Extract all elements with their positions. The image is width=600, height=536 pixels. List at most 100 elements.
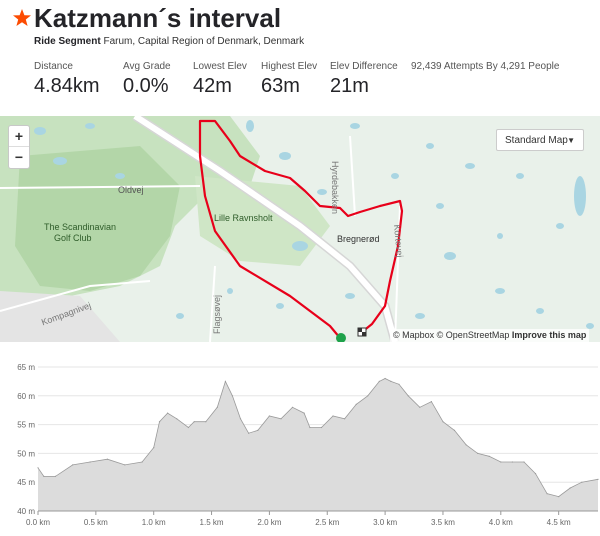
elevation-point [453, 429, 456, 431]
y-tick-label: 50 m [17, 449, 35, 458]
elevation-point [344, 418, 346, 420]
segment-location: Farum, Capital Region of Denmark, Denmar… [103, 36, 305, 47]
elevation-point [523, 461, 525, 463]
map-label-road: Oldvej [118, 185, 144, 195]
elevation-point [280, 418, 282, 420]
zoom-in-button[interactable]: + [14, 128, 24, 144]
elevation-point [569, 487, 571, 489]
map-label-place: Lille Ravnsholt [214, 213, 273, 223]
stat-avg-grade: Avg Grade 0.0% [123, 61, 171, 98]
segment-title: Katzmann´s interval [34, 3, 282, 33]
golf-course-area [15, 146, 180, 291]
elevation-point [384, 377, 386, 380]
elevation-point [419, 406, 421, 408]
main-road [133, 116, 398, 342]
elevation-point [597, 478, 599, 480]
water-bodies [34, 120, 594, 329]
x-tick-label: 4.0 km [489, 518, 513, 527]
elevation-point [320, 426, 323, 429]
x-tick-label: 2.5 km [315, 518, 339, 527]
elevation-point [309, 426, 311, 429]
elevation-point [37, 467, 39, 469]
stat-value: 21m [330, 75, 369, 97]
elevation-point [390, 380, 392, 382]
elevation-point [153, 447, 155, 449]
elevation-point [303, 412, 305, 414]
elevation-point [367, 395, 369, 397]
elevation-point [167, 412, 169, 414]
elevation-point [224, 380, 226, 382]
osm-attribution-link[interactable]: © OpenStreetMap [436, 330, 510, 340]
finish-flag-icon [357, 327, 367, 337]
elevation-point [193, 421, 195, 423]
map-style-select[interactable]: Standard Map ▼ [496, 129, 584, 151]
stat-label: Lowest Elev [193, 61, 247, 72]
elevation-point [216, 406, 218, 408]
x-tick-label: 4.5 km [547, 518, 571, 527]
elevation-point [378, 380, 380, 382]
mapbox-attribution-link[interactable]: © Mapbox [393, 330, 435, 340]
map-label-place: Bregnerød [337, 234, 380, 244]
elevation-point [355, 403, 357, 405]
map-label-road: Hyrdebakken [330, 161, 340, 215]
segment-subtitle: Ride Segment Farum, Capital Region of De… [34, 36, 304, 47]
elevation-point [332, 415, 334, 417]
start-marker-icon [336, 333, 346, 342]
stat-value: 0.0% [123, 75, 169, 97]
y-tick-label: 55 m [17, 421, 35, 430]
stat-label: Distance [34, 61, 73, 72]
stat-label: Elev Difference [330, 61, 398, 72]
attempts-count: 92,439 Attempts By 4,291 People [411, 61, 560, 72]
zoom-control: + − [8, 125, 30, 169]
map-label-golf: The Scandinavian [44, 222, 117, 232]
map-attribution: © Mapbox © OpenStreetMap Improve this ma… [390, 329, 590, 342]
zoom-divider [9, 146, 29, 147]
stat-label: Avg Grade [123, 61, 171, 72]
stat-value: 42m [193, 75, 232, 97]
x-tick-label: 0.0 km [26, 518, 50, 527]
y-tick-label: 65 m [17, 363, 35, 372]
elevation-point [398, 383, 400, 385]
zoom-out-button[interactable]: − [14, 149, 24, 165]
elevation-point [106, 458, 108, 460]
stat-highest-elev: Highest Elev 63m [261, 61, 317, 98]
map-canvas [0, 116, 594, 342]
elevation-point [430, 401, 432, 403]
star-icon[interactable] [12, 8, 32, 28]
elevation-point [89, 461, 91, 463]
elevation-point [43, 475, 45, 477]
x-tick-label: 3.0 km [373, 518, 397, 527]
elevation-point [407, 395, 409, 397]
residential-area [0, 291, 120, 342]
elevation-area [38, 378, 598, 511]
elevation-point [477, 452, 479, 454]
elevation-point [141, 461, 143, 463]
elevation-point [534, 473, 537, 475]
elevation-point [546, 493, 548, 495]
elevation-point [187, 426, 189, 429]
elevation-point [257, 429, 259, 431]
segment-route [198, 119, 404, 339]
elevation-point [581, 481, 583, 483]
elevation-point [72, 464, 74, 466]
elevation-line [37, 378, 599, 498]
segment-map[interactable]: Oldvej The Scandinavian Golf Club Lille … [0, 116, 600, 342]
x-tick-label: 2.0 km [257, 518, 281, 527]
y-tick-label: 60 m [17, 392, 35, 401]
segment-header: Katzmann´s interval Ride Segment Farum, … [0, 0, 600, 112]
elevation-chart[interactable]: 40 m 45 m 50 m 55 m 60 m 65 m 0.0 km 0.5 km 1.0 … [0, 352, 600, 536]
map-label-golf: Golf Club [54, 233, 92, 243]
segment-type-label: Ride Segment [34, 36, 101, 47]
elevation-point [511, 461, 513, 463]
improve-map-link[interactable]: Improve this map [511, 330, 587, 340]
elevation-point [558, 496, 560, 498]
elevation-point [54, 475, 57, 477]
y-tick-label: 45 m [17, 478, 35, 487]
x-tick-label: 1.5 km [200, 518, 224, 527]
stat-value: 4.84km [34, 75, 100, 97]
elevation-point [176, 418, 178, 420]
map-label-road: Flagsøvej [212, 294, 222, 334]
elevation-point [205, 421, 207, 423]
elevation-point [248, 432, 250, 434]
elevation-point [500, 461, 502, 463]
